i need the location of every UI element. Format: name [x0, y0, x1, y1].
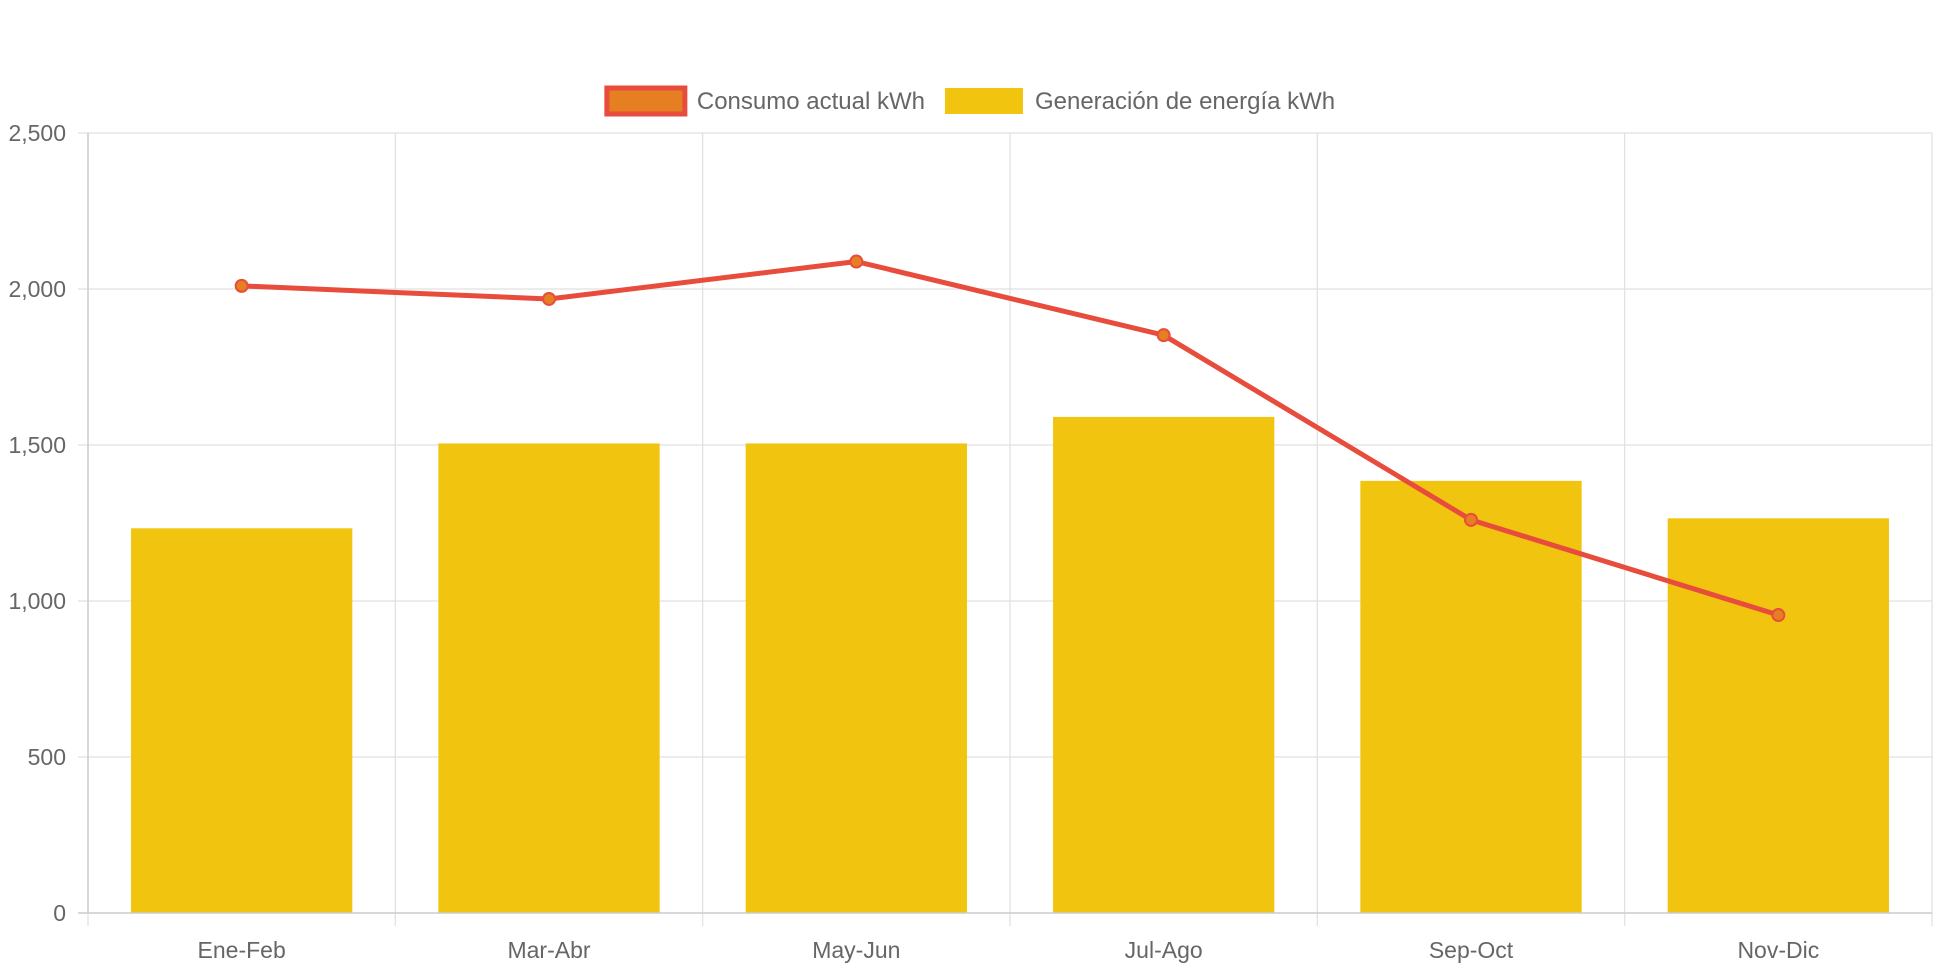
y-tick-label: 1,500: [8, 432, 66, 458]
y-tick-label: 0: [53, 900, 66, 926]
y-tick-label: 500: [28, 744, 66, 770]
grid: [78, 132, 1933, 926]
bar: [1667, 518, 1889, 913]
x-tick-label: Jul-Ago: [1125, 937, 1203, 963]
legend-item: Consumo actual kWh: [604, 85, 925, 117]
legend: Consumo actual kWh Generación de energía …: [604, 85, 1335, 117]
axes: 0 500 1,000 1,500 2,000 2,500 Ene-Feb Mar-Abr Ma…: [8, 120, 1932, 963]
x-tick-label: Ene-Feb: [198, 937, 286, 963]
legend-item: Generación de energía kWh: [944, 88, 1335, 115]
line-path: [241, 259, 1780, 618]
legend-label: Generación de energía kWh: [1035, 88, 1335, 115]
bar: [438, 443, 660, 913]
bar: [745, 443, 967, 913]
legend-swatch-bar: [944, 88, 1023, 114]
line-series: [234, 254, 1786, 623]
y-tick-label: 2,500: [8, 120, 66, 146]
x-tick-label: May-Jun: [812, 937, 900, 963]
legend-swatch-line: [604, 85, 688, 117]
line-point: [1464, 512, 1478, 527]
x-tick-label: Nov-Dic: [1737, 937, 1819, 963]
line-point: [849, 254, 864, 269]
y-tick-label: 2,000: [8, 276, 66, 302]
bar: [1360, 480, 1582, 913]
line-point: [1771, 608, 1786, 623]
x-tick-label: Mar-Abr: [507, 937, 590, 963]
line-point: [542, 291, 556, 306]
line-point: [234, 278, 249, 293]
y-tick-label: 1,000: [8, 588, 66, 614]
line-point: [1156, 328, 1171, 343]
x-tick-label: Sep-Oct: [1429, 937, 1514, 963]
legend-label: Consumo actual kWh: [697, 88, 925, 115]
bar: [131, 528, 353, 913]
bar: [1053, 416, 1275, 913]
bars: [131, 416, 1889, 913]
